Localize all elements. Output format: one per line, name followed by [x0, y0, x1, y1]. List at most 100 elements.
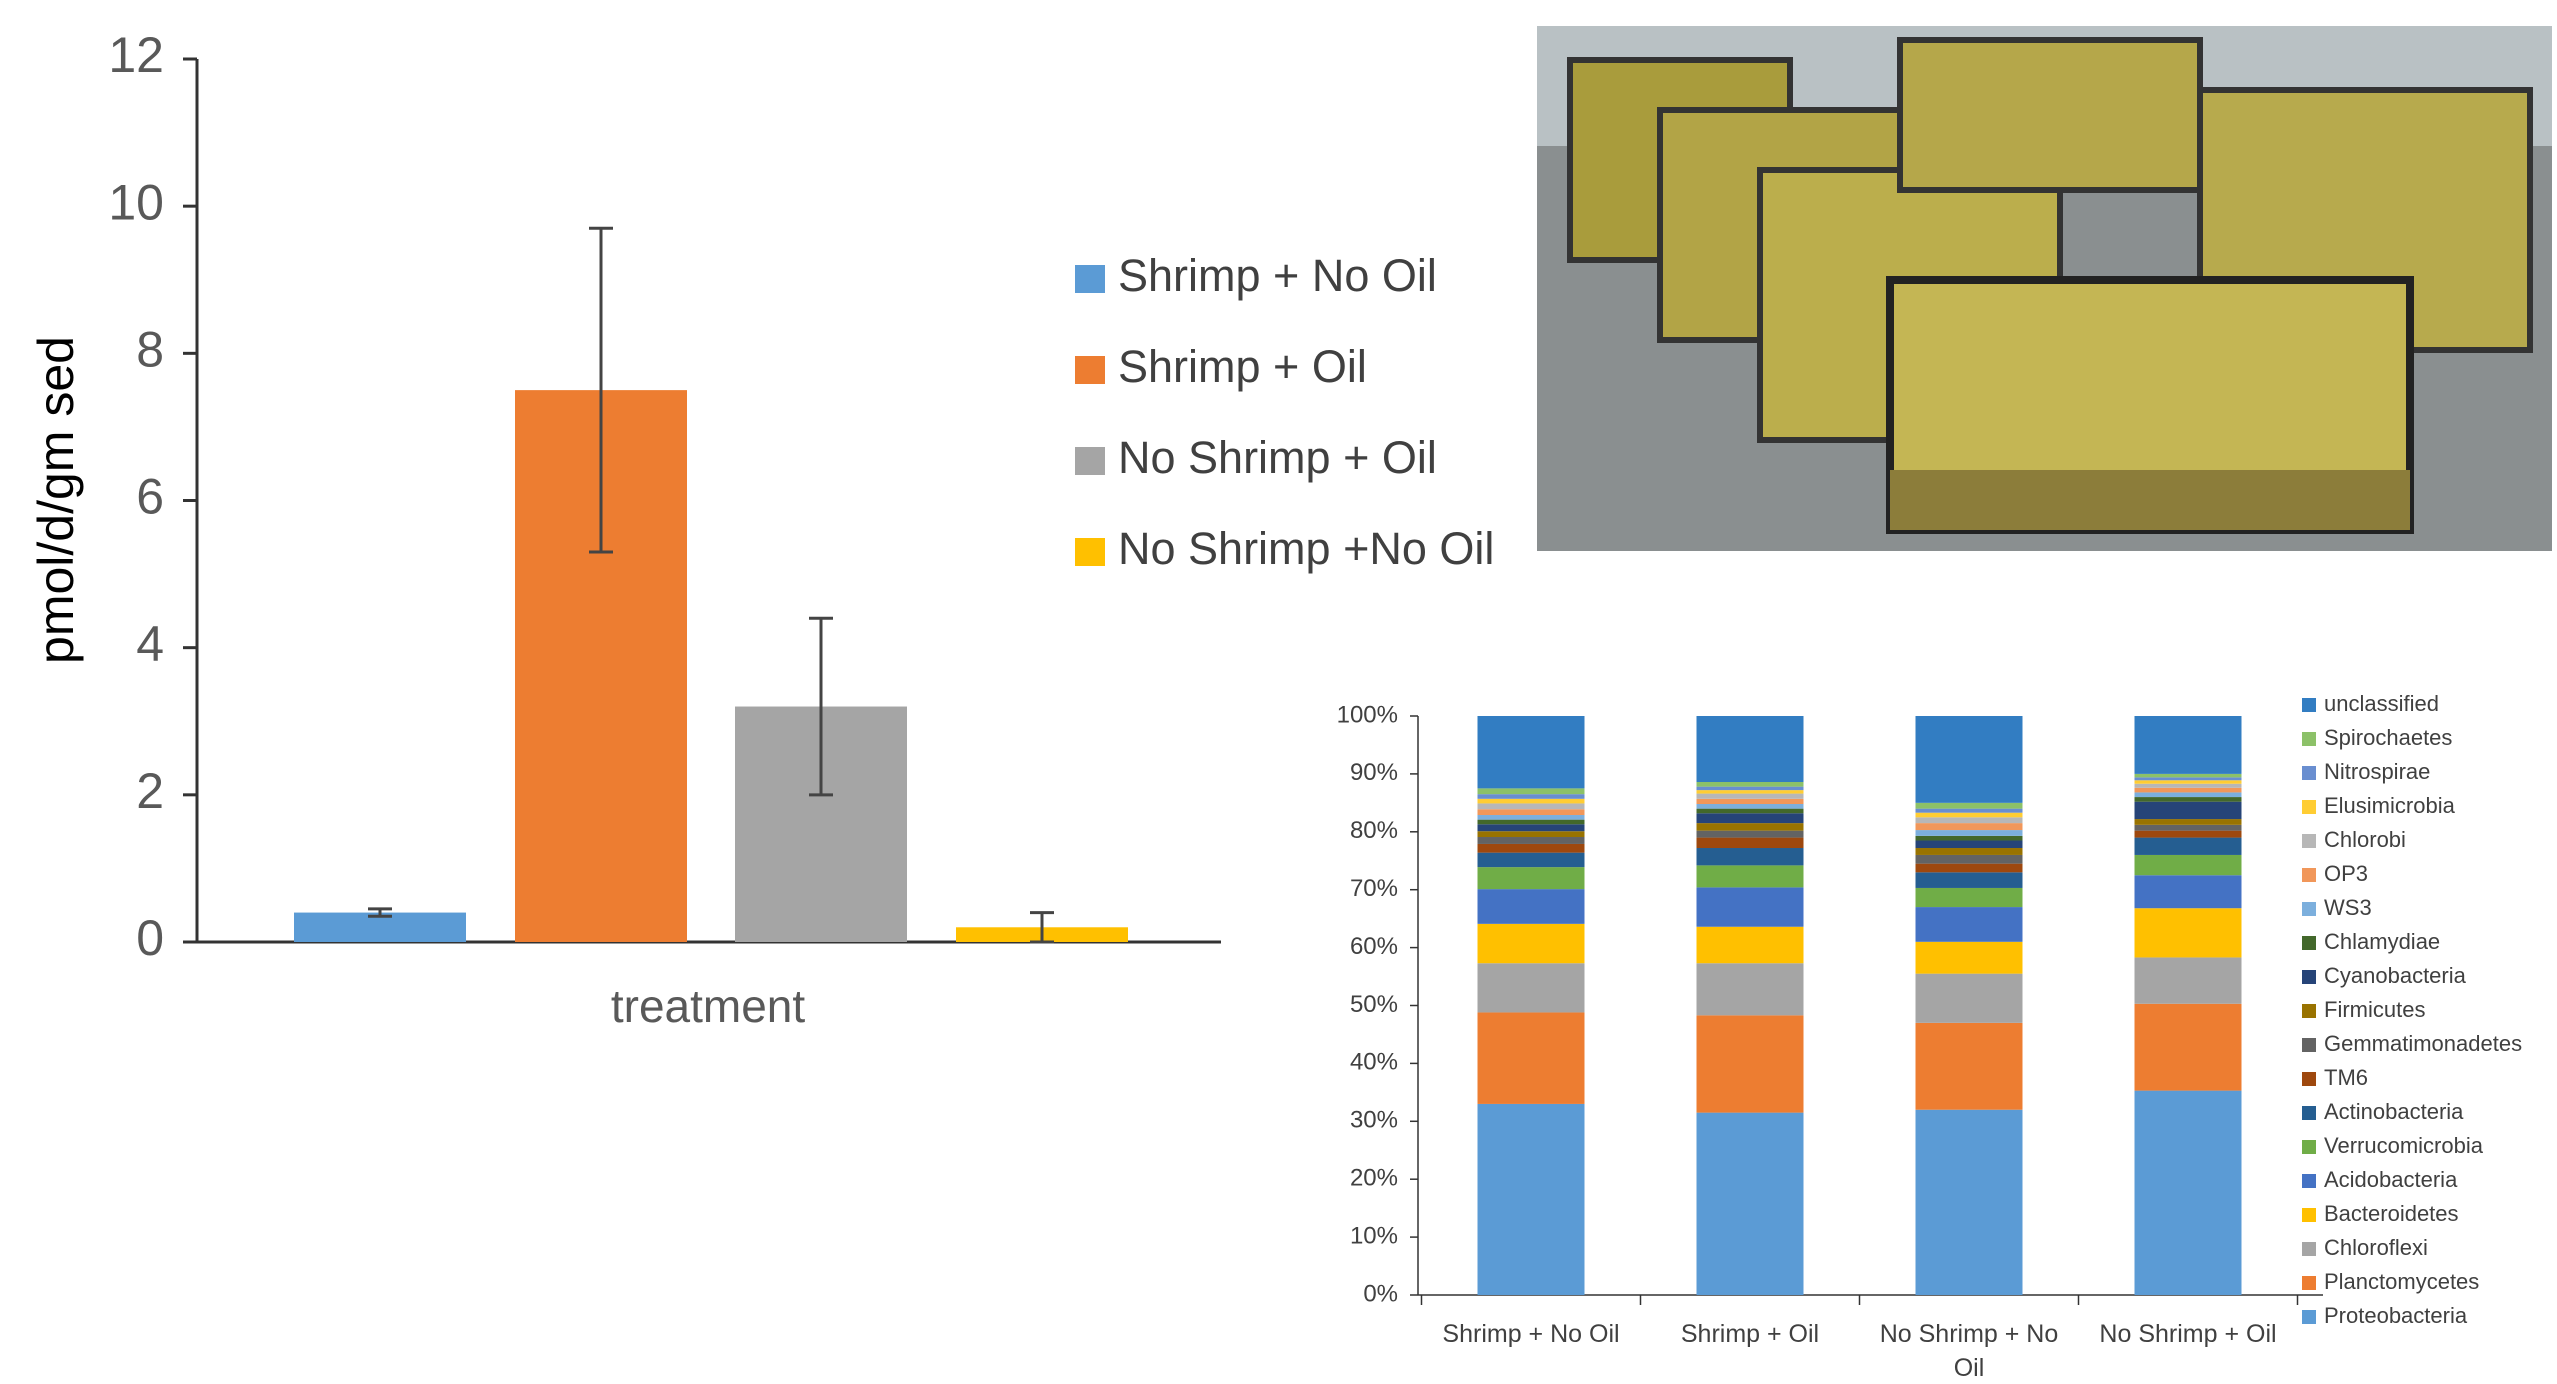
legend-swatch	[2302, 698, 2316, 712]
y-tick-label: 50%	[1350, 991, 1398, 1018]
bar-segment	[2134, 1090, 2242, 1295]
bar-segment	[1477, 831, 1585, 838]
bar-segment	[1915, 887, 2023, 908]
bar-segment	[1696, 798, 1804, 805]
x-axis-label: treatment	[611, 980, 806, 1032]
bar-segment	[1477, 824, 1585, 832]
bar-segment	[1696, 926, 1804, 964]
legend-swatch	[1075, 447, 1105, 475]
bar-segment	[1696, 793, 1804, 799]
y-tick-label: 0	[136, 910, 164, 966]
legend-swatch	[1075, 356, 1105, 384]
bar-segment	[1915, 848, 2023, 855]
photo-tank	[1897, 37, 2203, 193]
legend-label: Planctomycetes	[2324, 1269, 2479, 1294]
y-tick-label: 30%	[1350, 1107, 1398, 1134]
bar-segment	[1477, 837, 1585, 844]
bar-segment	[2134, 837, 2242, 855]
bar-segment	[1696, 804, 1804, 809]
x-tick-label: Shrimp + No Oil	[1442, 1320, 1620, 1348]
y-tick-label: 2	[136, 763, 164, 819]
bar-segment	[2134, 780, 2242, 784]
bar-segment	[1696, 963, 1804, 1016]
bar-segment	[1915, 941, 2023, 974]
legend-label: OP3	[2324, 861, 2368, 886]
legend-swatch	[2302, 1174, 2316, 1188]
bar-segment	[1696, 823, 1804, 831]
legend-label: Spirochaetes	[2324, 725, 2452, 750]
legend-swatch	[2302, 1072, 2316, 1086]
y-tick-label: 12	[108, 27, 164, 83]
legend-label: Nitrospirae	[2324, 759, 2430, 784]
bar-segment	[1477, 1012, 1585, 1104]
legend-label: Gemmatimonadetes	[2324, 1031, 2522, 1056]
bar-segment	[2134, 824, 2242, 831]
bar-segment	[1696, 837, 1804, 849]
legend-label: No Shrimp + Oil	[1118, 432, 1437, 483]
bar-segment	[2134, 957, 2242, 1004]
photo	[1537, 26, 2552, 551]
bar-segment	[1477, 963, 1585, 1013]
bar-segment	[1477, 889, 1585, 924]
bar-segment	[1696, 716, 1804, 783]
bar-segment	[1696, 813, 1804, 824]
legend-label: Acidobacteria	[2324, 1167, 2458, 1192]
bar-segment	[2134, 792, 2242, 798]
legend-swatch	[2302, 868, 2316, 882]
bar-segment	[1477, 794, 1585, 799]
y-tick-label: 20%	[1350, 1165, 1398, 1192]
y-tick-label: 80%	[1350, 817, 1398, 844]
bar-segment	[1696, 887, 1804, 927]
bar-segment	[1915, 808, 2023, 813]
legend-swatch	[2302, 970, 2316, 984]
bar-segment	[2134, 797, 2242, 802]
bar-segment	[2134, 787, 2242, 793]
bar-segment	[1477, 798, 1585, 804]
bar-segment	[1477, 788, 1585, 795]
legend-label: Firmicutes	[2324, 997, 2425, 1022]
legend-label: Elusimicrobia	[2324, 793, 2456, 818]
y-tick-label: 8	[136, 322, 164, 378]
bar-segment	[2134, 777, 2242, 781]
legend-label: Chlamydiae	[2324, 929, 2440, 954]
legend-label: Cyanobacteria	[2324, 963, 2467, 988]
x-tick-label: No Shrimp + Oil	[2099, 1320, 2277, 1348]
y-axis-label: pmol/d/gm sed	[28, 336, 84, 664]
bar-segment	[1915, 716, 2023, 803]
bar-segment	[2134, 875, 2242, 909]
legend-label: Chlorobi	[2324, 827, 2406, 852]
bar-segment	[1696, 782, 1804, 787]
bar-segment	[1915, 907, 2023, 942]
bar-segment	[2134, 830, 2242, 838]
bar-segment	[1915, 973, 2023, 1023]
bar-segment	[2134, 819, 2242, 825]
legend-swatch	[2302, 1038, 2316, 1052]
bar-segment	[1915, 802, 2023, 809]
legend-swatch	[2302, 1208, 2316, 1222]
legend-label: WS3	[2324, 895, 2372, 920]
y-tick-label: 10%	[1350, 1222, 1398, 1249]
legend-label: unclassified	[2324, 691, 2439, 716]
bar-segment	[1477, 815, 1585, 820]
bar-segment	[1696, 790, 1804, 794]
y-tick-label: 0%	[1363, 1280, 1398, 1307]
bar-segment	[1477, 1103, 1585, 1295]
legend-label: Verrucomicrobia	[2324, 1133, 2484, 1158]
bar-segment	[1696, 808, 1804, 814]
legend-label: No Shrimp +No Oil	[1118, 523, 1494, 574]
legend-label: Chloroflexi	[2324, 1235, 2428, 1260]
bar-segment	[1915, 872, 2023, 888]
y-tick-label: 60%	[1350, 933, 1398, 960]
y-tick-label: 40%	[1350, 1049, 1398, 1076]
legend-label: Shrimp + Oil	[1118, 341, 1367, 392]
legend-swatch	[2302, 1276, 2316, 1290]
bar-segment	[2134, 783, 2242, 788]
legend-swatch	[2302, 1310, 2316, 1324]
legend-swatch	[2302, 834, 2316, 848]
bar-segment	[1915, 817, 2023, 824]
y-tick-label: 6	[136, 469, 164, 525]
bar-segment	[1915, 840, 2023, 849]
bar-segment	[1477, 867, 1585, 890]
legend-swatch	[2302, 800, 2316, 814]
